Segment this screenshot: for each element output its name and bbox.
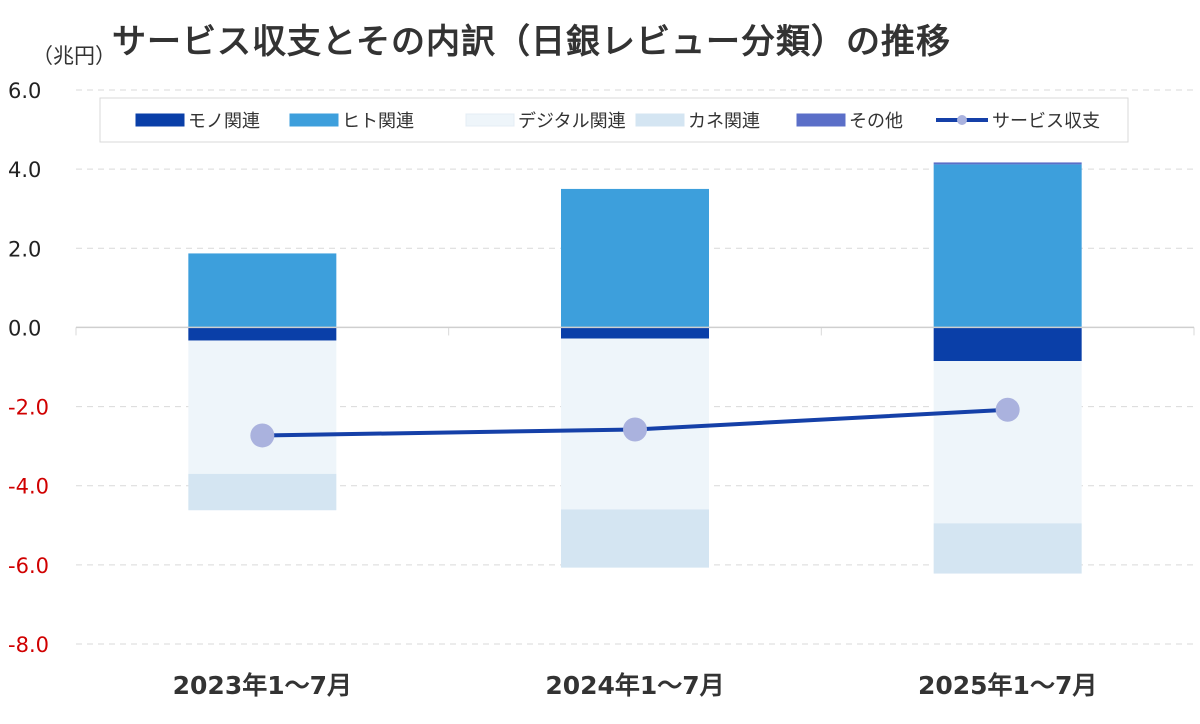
y-tick-label: 2.0: [8, 237, 41, 261]
legend-swatch: [135, 113, 185, 127]
legend-swatch: [465, 113, 515, 127]
legend-label: その他: [849, 111, 903, 132]
legend-marker: [957, 115, 967, 125]
y-tick-label: -8.0: [8, 633, 49, 657]
x-tick-label: 2024年1～7月: [545, 671, 724, 700]
bar-segment: [561, 327, 709, 339]
line-point: [995, 397, 1020, 422]
legend-swatch: [635, 113, 685, 127]
bar-segment: [933, 327, 1082, 362]
bar-segment: [933, 361, 1082, 524]
bar-segment: [188, 327, 337, 341]
y-tick-label: -4.0: [8, 475, 49, 499]
y-tick-label: 0.0: [8, 316, 41, 340]
legend-label: モノ関連: [188, 111, 260, 132]
y-axis-unit-label: （兆円）: [32, 44, 116, 68]
bar-segment: [188, 473, 337, 511]
bar-segment: [933, 162, 1082, 165]
y-tick-label: 6.0: [8, 79, 41, 103]
y-tick-label: -6.0: [8, 554, 49, 578]
bar-segment: [188, 340, 337, 474]
legend-swatch: [289, 113, 339, 127]
y-tick-label: 4.0: [8, 158, 41, 182]
chart-title: サービス収支とその内訳（日銀レビュー分類）の推移: [112, 22, 951, 62]
bar-segment: [933, 523, 1082, 574]
line-point: [250, 423, 275, 448]
legend-label: カネ関連: [688, 111, 760, 132]
legend-swatch: [796, 113, 846, 127]
line-point: [623, 417, 647, 442]
legend-label: デジタル関連: [518, 111, 626, 132]
x-tick-label: 2023年1～7月: [173, 671, 352, 700]
x-tick-label: 2025年1～7月: [918, 671, 1097, 700]
legend-label: サービス収支: [992, 111, 1100, 132]
bar-segment: [561, 509, 709, 568]
bar-segment: [561, 188, 709, 328]
bar-segment: [188, 253, 337, 328]
y-tick-label: -2.0: [8, 396, 49, 420]
legend-label: ヒト関連: [342, 111, 414, 132]
bar-segment: [933, 164, 1082, 328]
